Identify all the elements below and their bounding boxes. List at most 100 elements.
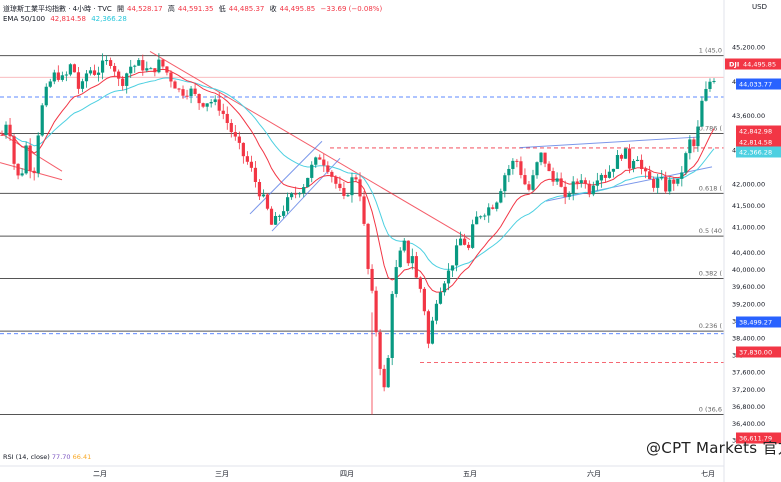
candle-body xyxy=(575,181,579,184)
candle-body xyxy=(354,177,358,180)
trend-line xyxy=(149,50,471,241)
candle-body xyxy=(619,154,624,159)
candle-body xyxy=(563,186,567,197)
candle-body xyxy=(664,176,668,192)
candle-body xyxy=(16,163,20,176)
low-value: 44,485.37 xyxy=(228,5,265,13)
candle-body xyxy=(668,179,672,192)
candle-body xyxy=(100,60,105,73)
currency-label[interactable]: USD xyxy=(752,3,767,11)
trend-line xyxy=(519,136,701,149)
candle-body xyxy=(487,207,491,216)
price-tag xyxy=(736,78,781,90)
y-tick-label: 37,200.00 xyxy=(732,386,765,394)
y-tick-label: 42,000.00 xyxy=(732,180,765,188)
price-tag xyxy=(736,146,781,158)
candle-body xyxy=(607,171,612,178)
candle-body xyxy=(334,176,338,184)
trend-line xyxy=(271,157,341,232)
candle-body xyxy=(32,170,36,174)
fib-label: 0.382 ( xyxy=(699,270,723,278)
candle-body xyxy=(273,215,278,225)
candle-body xyxy=(237,136,241,143)
x-tick-label: 二月 xyxy=(93,470,107,478)
candle-body xyxy=(338,183,342,189)
candle-body xyxy=(281,211,286,216)
y-tick-label: 36,400.00 xyxy=(732,420,765,428)
candle-body xyxy=(20,173,24,176)
candle-body xyxy=(249,161,254,168)
ema-legend[interactable]: EMA 50/100 42,814.58 42,366.28 xyxy=(3,15,130,23)
candle-body xyxy=(708,81,712,89)
candle-body xyxy=(8,124,12,137)
candle-body xyxy=(430,320,435,344)
ema-lines xyxy=(1,68,715,293)
y-tick-label: 40,400.00 xyxy=(732,249,765,257)
candle-body xyxy=(12,136,16,164)
candle-body xyxy=(125,73,129,86)
candle-body xyxy=(543,152,547,164)
trend-lines xyxy=(0,50,713,241)
high-label: 高 xyxy=(167,5,175,13)
candle-body xyxy=(314,157,318,165)
candle-body xyxy=(221,110,225,114)
candle-body xyxy=(467,244,471,248)
candle-body xyxy=(181,89,185,96)
candle-body xyxy=(342,188,346,196)
candle-body xyxy=(121,78,125,86)
candle-body xyxy=(4,124,8,135)
candle-body xyxy=(217,99,221,111)
y-tick-label: 41,500.00 xyxy=(732,202,765,210)
candle-body xyxy=(153,68,157,73)
candle-body xyxy=(579,180,583,184)
candle-body xyxy=(422,288,426,312)
close-value: 44,495.85 xyxy=(279,5,316,13)
candle-body xyxy=(326,165,330,172)
candle-body xyxy=(676,178,680,184)
candle-body xyxy=(257,182,262,197)
candles xyxy=(0,53,716,415)
price-tag xyxy=(736,136,781,148)
candle-body xyxy=(603,174,607,178)
candle-body xyxy=(52,72,56,82)
price-tag xyxy=(725,58,781,70)
candle-body xyxy=(40,105,44,136)
candle-body xyxy=(149,68,153,70)
x-tick-label: 三月 xyxy=(215,470,229,478)
rsi-label: RSI (14, close) xyxy=(3,453,50,461)
ema50-line xyxy=(1,68,715,293)
candle-body xyxy=(511,160,515,169)
candle-body xyxy=(712,80,716,82)
candle-body xyxy=(205,103,209,107)
rsi-legend[interactable]: RSI (14, close) 77.70 66.41 xyxy=(3,453,91,461)
candle-body xyxy=(503,175,507,192)
x-tick-label: 七月 xyxy=(701,469,715,478)
candle-body xyxy=(539,152,543,163)
candle-body xyxy=(458,238,463,246)
candle-body xyxy=(398,250,402,268)
candle-body xyxy=(479,216,483,218)
candle-body xyxy=(294,193,298,195)
candle-body xyxy=(173,81,177,89)
candle-body xyxy=(253,167,258,183)
candle-body xyxy=(680,172,684,179)
candle-body xyxy=(535,162,539,176)
candle-body xyxy=(660,176,664,179)
candle-body xyxy=(684,153,688,173)
candle-body xyxy=(378,332,382,369)
candle-body xyxy=(269,208,274,225)
candle-body xyxy=(688,139,692,154)
candle-body xyxy=(386,357,390,388)
candle-body xyxy=(555,178,559,182)
candle-body xyxy=(358,179,362,197)
candle-body xyxy=(60,75,64,80)
candle-body xyxy=(68,64,72,75)
candle-body xyxy=(350,177,354,196)
candle-body xyxy=(261,194,266,197)
candle-body xyxy=(189,88,193,96)
price-tag-value: 36,611.79 xyxy=(739,435,772,443)
trend-line xyxy=(0,162,63,181)
candle-body xyxy=(648,171,652,180)
ema50-value: 42,814.58 xyxy=(50,15,86,23)
candle-body xyxy=(450,265,455,271)
